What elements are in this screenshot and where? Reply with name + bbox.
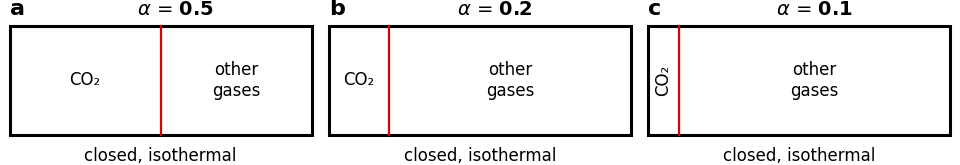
Text: closed, isothermal: closed, isothermal (84, 147, 237, 165)
Text: CO₂: CO₂ (655, 65, 672, 96)
Bar (329, 26, 631, 135)
Bar (648, 26, 950, 135)
Text: other
gases: other gases (486, 61, 535, 100)
Text: closed, isothermal: closed, isothermal (723, 147, 876, 165)
Text: closed, isothermal: closed, isothermal (404, 147, 556, 165)
Text: b: b (329, 0, 345, 19)
Text: $\alpha$ = $\mathbf{0.2}$: $\alpha$ = $\mathbf{0.2}$ (457, 0, 533, 19)
Bar (10, 26, 312, 135)
Text: $\alpha$ = $\mathbf{0.5}$: $\alpha$ = $\mathbf{0.5}$ (137, 0, 214, 19)
Text: other
gases: other gases (790, 61, 839, 100)
Text: CO₂: CO₂ (344, 71, 374, 89)
Text: $\alpha$ = $\mathbf{0.1}$: $\alpha$ = $\mathbf{0.1}$ (776, 0, 852, 19)
Text: a: a (10, 0, 25, 19)
Text: c: c (648, 0, 661, 19)
Text: CO₂: CO₂ (69, 71, 101, 89)
Text: other
gases: other gases (212, 61, 260, 100)
